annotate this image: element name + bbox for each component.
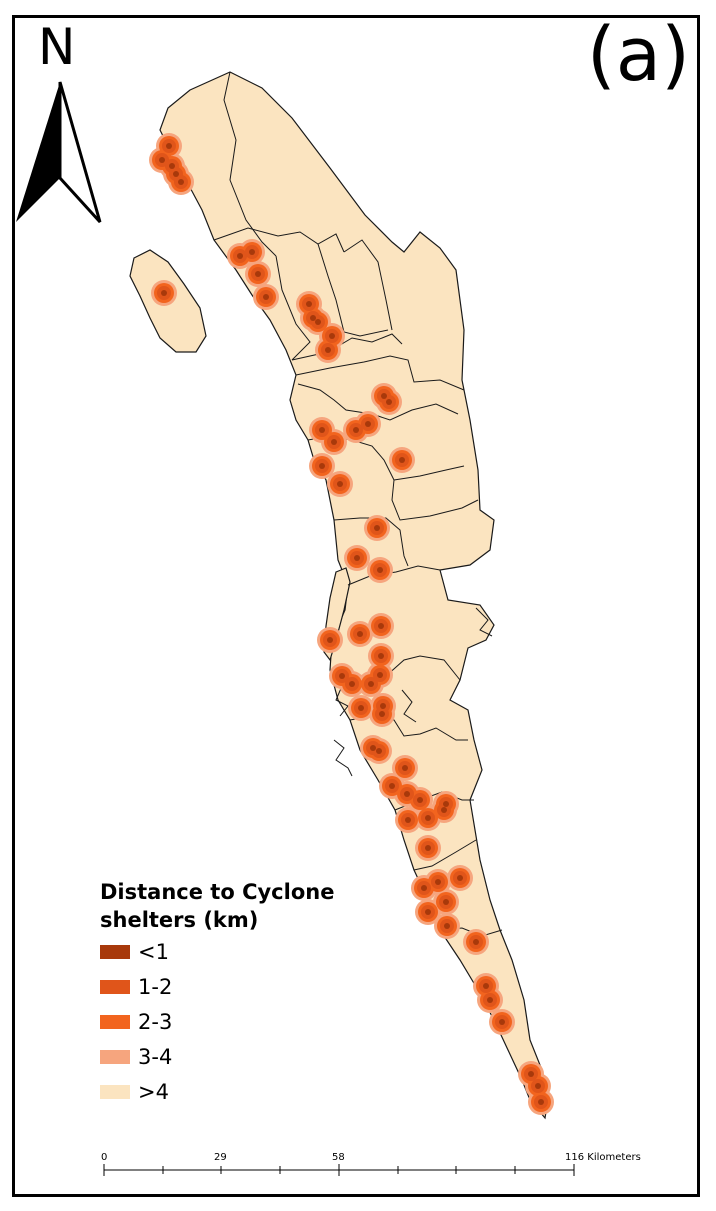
legend-item-gt4: >4 [100, 1074, 360, 1109]
legend-item-3-4: 3-4 [100, 1039, 360, 1074]
shelter-marker [306, 301, 312, 307]
shelter-marker [457, 875, 463, 881]
shelter-marker [178, 179, 184, 185]
shelter-marker [404, 791, 410, 797]
shelter-marker [499, 1019, 505, 1025]
shelter-marker [386, 399, 392, 405]
shelter-buffers [149, 133, 554, 1115]
coast-inlets [333, 607, 493, 777]
shelter-marker [378, 623, 384, 629]
legend-swatch-2-3 [100, 1014, 130, 1029]
shelter-marker [263, 294, 269, 300]
shelter-marker [237, 253, 243, 259]
shelter-marker [159, 157, 165, 163]
shelter-marker [358, 705, 364, 711]
legend-swatch-lt1 [100, 944, 130, 959]
shelter-marker [425, 845, 431, 851]
shelter-marker [379, 711, 385, 717]
shelter-marker [487, 997, 493, 1003]
shelter-marker [370, 745, 376, 751]
shelter-marker [337, 481, 343, 487]
scale-tick-29: 29 [214, 1152, 227, 1163]
shelter-marker [374, 525, 380, 531]
shelter-marker [425, 815, 431, 821]
shelter-marker [249, 249, 255, 255]
shelter-marker [368, 681, 374, 687]
scale-tick-116: 116 Kilometers [565, 1152, 641, 1163]
shelter-marker [528, 1071, 534, 1077]
shelter-marker [378, 653, 384, 659]
shelter-marker [380, 703, 386, 709]
shelter-marker [331, 439, 337, 445]
shelter-marker [444, 923, 450, 929]
legend-swatch-gt4 [100, 1084, 130, 1099]
shelter-marker [376, 748, 382, 754]
shelter-marker [255, 271, 261, 277]
shelter-marker [365, 421, 371, 427]
north-arrow-icon [16, 81, 102, 224]
shelter-marker [315, 319, 321, 325]
shelter-marker [349, 681, 355, 687]
legend-label-1-2: 1-2 [138, 974, 173, 999]
shelter-marker [538, 1099, 544, 1105]
shelter-marker [377, 567, 383, 573]
shelter-marker [425, 909, 431, 915]
scale-tick-0: 0 [101, 1152, 107, 1163]
shelter-marker [441, 807, 447, 813]
shelter-marker [354, 555, 360, 561]
legend-title-line2: shelters (km) [100, 908, 259, 932]
legend-title-line1: Distance to Cyclone [100, 880, 335, 904]
shelter-marker [399, 457, 405, 463]
shelter-marker [310, 315, 316, 321]
legend-item-lt1: <1 [100, 934, 360, 969]
shelter-marker [166, 143, 172, 149]
legend-label-gt4: >4 [138, 1079, 169, 1104]
north-label: N [38, 18, 76, 76]
scale-bar: 0 29 58 116 Kilometers [101, 1152, 641, 1176]
legend-swatch-3-4 [100, 1049, 130, 1064]
shelter-marker [381, 393, 387, 399]
legend-label-3-4: 3-4 [138, 1044, 173, 1069]
panel-label: (a) [586, 12, 690, 98]
shelter-marker [357, 631, 363, 637]
shelter-marker [327, 637, 333, 643]
legend-label-2-3: 2-3 [138, 1009, 173, 1034]
legend-swatch-1-2 [100, 979, 130, 994]
shelter-marker [325, 347, 331, 353]
legend-title: Distance to Cyclone shelters (km) [100, 878, 360, 934]
shelter-marker [443, 801, 449, 807]
scale-tick-58: 58 [332, 1152, 345, 1163]
shelter-marker [173, 171, 179, 177]
legend-label-lt1: <1 [138, 939, 169, 964]
shelter-marker [339, 673, 345, 679]
legend-item-2-3: 2-3 [100, 1004, 360, 1039]
legend: Distance to Cyclone shelters (km) <1 1-2… [100, 878, 360, 1109]
shelter-marker [405, 817, 411, 823]
shelter-marker [473, 939, 479, 945]
shelter-marker [319, 463, 325, 469]
shelter-marker [353, 427, 359, 433]
shelter-marker [421, 885, 427, 891]
shelter-marker [483, 983, 489, 989]
shelter-marker [443, 899, 449, 905]
shelter-marker [319, 427, 325, 433]
shelter-marker [377, 672, 383, 678]
shelter-marker [389, 783, 395, 789]
shelter-marker [435, 879, 441, 885]
legend-item-1-2: 1-2 [100, 969, 360, 1004]
shelter-marker [329, 333, 335, 339]
shelter-marker [417, 797, 423, 803]
shelter-marker [402, 765, 408, 771]
shelter-marker [161, 290, 167, 296]
shelter-marker [169, 163, 175, 169]
shelter-marker [535, 1083, 541, 1089]
